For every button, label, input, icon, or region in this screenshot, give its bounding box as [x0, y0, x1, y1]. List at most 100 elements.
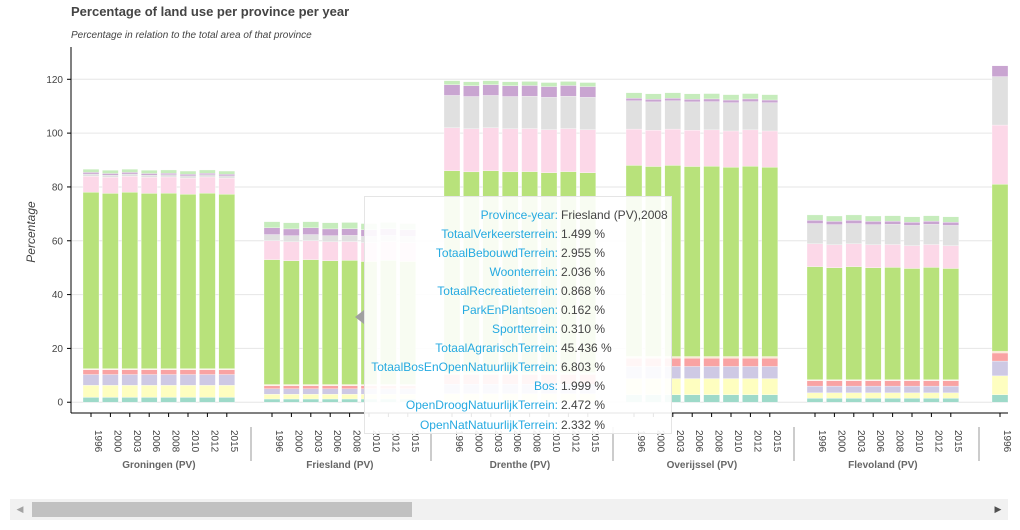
bar-segment: [82, 369, 100, 375]
bar-segment: [684, 93, 701, 100]
tooltip-value: 2.955 %: [561, 245, 606, 260]
bar-segment: [463, 128, 480, 173]
bar-segment: [903, 245, 921, 269]
bar-segment: [560, 85, 577, 97]
bar-segment: [102, 193, 119, 369]
bar-segment: [141, 174, 158, 178]
bar-segment: [179, 174, 197, 177]
bar-segment: [684, 378, 701, 395]
tooltip-key: OpenNatNatuurlijkTerrein:: [419, 417, 558, 432]
tooltip-key: TotaalRecreatieterrein:: [437, 283, 558, 298]
bar-segment: [443, 84, 461, 96]
bar-segment: [141, 193, 158, 369]
bar-segment: [82, 169, 100, 173]
bar-segment: [684, 130, 701, 167]
x-tick-label: 2006: [693, 430, 704, 453]
bar-segment: [903, 216, 921, 223]
bar-segment: [102, 173, 119, 176]
bar-segment: [991, 375, 1009, 395]
bar-segment: [121, 176, 138, 193]
bar-segment: [482, 127, 499, 171]
bar-segment: [942, 385, 959, 393]
tooltip-key: Bos:: [533, 379, 558, 394]
bar-segment: [845, 220, 862, 224]
tooltip-row: TotaalVerkeersterrein: 1.499 %: [365, 224, 671, 243]
bar-segment: [684, 358, 701, 367]
bar-segment: [283, 222, 300, 230]
bar-segment: [625, 100, 643, 130]
bar-segment: [625, 128, 643, 166]
bar-segment: [160, 173, 177, 175]
bar-segment: [322, 222, 339, 230]
bar-segment: [179, 385, 197, 398]
bar-segment: [283, 385, 300, 389]
bar-segment: [199, 169, 216, 174]
bar-segment: [102, 177, 119, 194]
tooltip-value: 0.310 %: [561, 322, 606, 337]
x-tick-label: 2008: [894, 430, 905, 453]
x-tick-label: 2000: [835, 430, 846, 453]
bar-segment: [283, 388, 300, 395]
x-tick-label: 2015: [409, 430, 420, 453]
bar-segment: [806, 266, 824, 380]
bar-segment: [199, 176, 216, 194]
bar-segment: [942, 392, 959, 399]
bar-segment: [865, 221, 882, 225]
bar-segment: [121, 397, 138, 403]
bar-segment: [160, 174, 177, 178]
bar-segment: [179, 369, 197, 375]
bar-segment: [482, 84, 499, 96]
bar-segment: [102, 397, 119, 403]
bar-segment: [121, 374, 138, 386]
x-tick-label: 2015: [952, 430, 963, 453]
scroll-left-arrow-icon[interactable]: ◀: [16, 504, 24, 514]
bar-segment: [521, 81, 538, 86]
bar-segment: [341, 394, 358, 400]
bar-segment: [942, 398, 959, 403]
bar-segment: [884, 215, 901, 222]
bar-segment: [199, 192, 216, 369]
x-tick-label: 2008: [531, 430, 542, 453]
horizontal-scrollbar[interactable]: ◀ ▶: [10, 499, 1008, 520]
bar-segment: [865, 267, 882, 380]
y-tick-label: 80: [52, 182, 64, 193]
x-tick-label: 2012: [569, 430, 580, 453]
bar-segment: [160, 397, 177, 403]
bar-segment: [722, 130, 740, 168]
chart-title: Percentage of land use per province per …: [71, 4, 350, 19]
bar-segment: [865, 380, 882, 387]
bar-segment: [722, 167, 740, 357]
chart-subtitle: Percentage in relation to the total area…: [71, 30, 312, 41]
bar-segment: [625, 97, 643, 101]
bar-segment: [302, 259, 319, 385]
bar-segment: [463, 81, 480, 86]
tooltip-row: OpenNatNatuurlijkTerrein: 2.332 %: [365, 415, 671, 434]
bar-segment: [322, 385, 339, 389]
bar-segment: [341, 228, 358, 236]
bar-segment: [283, 394, 300, 400]
x-tick-label: 2012: [389, 430, 400, 453]
bar-segment: [991, 394, 1009, 403]
bar-segment: [218, 174, 235, 177]
bar-segment: [179, 175, 197, 179]
bar-segment: [923, 398, 940, 403]
bar-segment: [263, 221, 281, 228]
scrollbar-thumb[interactable]: [32, 502, 412, 517]
bar-segment: [684, 394, 701, 403]
x-tick-label: 2008: [713, 430, 724, 453]
bar-segment: [521, 96, 538, 129]
scroll-right-arrow-icon[interactable]: ▶: [994, 504, 1002, 514]
bar-segment: [761, 102, 778, 132]
bar-segment: [845, 398, 862, 403]
bar-segment: [283, 398, 300, 403]
bar-segment: [199, 174, 216, 178]
bar-segment: [884, 267, 901, 380]
bar-segment: [826, 380, 843, 387]
tooltip-key: Sportterrein:: [491, 322, 558, 337]
tooltip-key: TotaalBebouwdTerrein:: [435, 245, 558, 260]
bar-segment: [884, 224, 901, 245]
bar-segment: [703, 366, 720, 379]
bar-segment: [322, 260, 339, 385]
y-tick-label: 20: [52, 344, 64, 355]
bar-segment: [991, 65, 1009, 77]
